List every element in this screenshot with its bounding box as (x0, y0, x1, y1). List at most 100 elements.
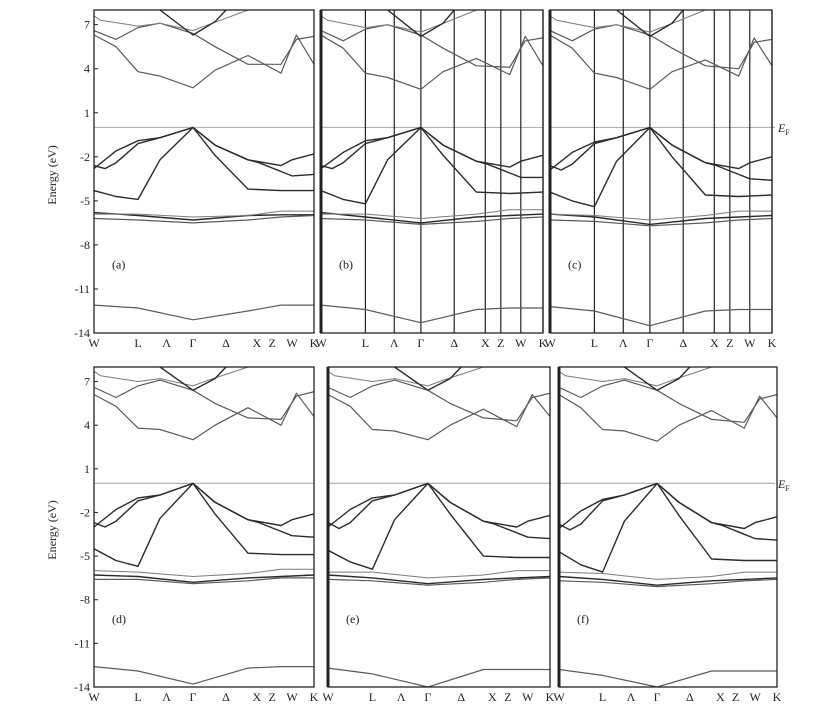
band-line (94, 392, 314, 441)
band-line (94, 214, 314, 224)
band-line (623, 367, 691, 391)
x-tick-label: W (322, 690, 334, 704)
x-tick-label: Δ (686, 690, 694, 704)
x-tick-label: Γ (654, 690, 661, 704)
x-tick-label: Z (504, 690, 511, 704)
x-tick-label: K (546, 690, 555, 704)
bands-group (94, 367, 314, 685)
band-line (550, 24, 772, 70)
fermi-label-top: EF (777, 121, 790, 137)
band-line (321, 209, 543, 219)
band-line (321, 216, 543, 225)
band-line (550, 10, 772, 33)
band-line (328, 570, 550, 579)
fermi-label-bottom: EF (777, 477, 790, 493)
x-tick-label: W (88, 336, 100, 350)
x-tick-label: L (362, 336, 369, 350)
y-axis-label-bottom: Energy (eV) (45, 500, 59, 559)
y-tick-label: 7 (84, 375, 90, 389)
panel-c: W L Λ Γ Δ X Z W K(c) (544, 9, 777, 350)
x-tick-label: Λ (390, 336, 399, 350)
bands-group (559, 367, 777, 687)
y-tick-label: -5 (80, 549, 90, 563)
x-tick-label: L (369, 690, 376, 704)
x-tick-label: Λ (627, 690, 636, 704)
band-line (559, 668, 777, 687)
panel-frame (93, 9, 315, 334)
y-axis-label-top: Energy (eV) (45, 145, 59, 204)
band-line (328, 577, 550, 586)
x-tick-label: Γ (190, 690, 197, 704)
band-line (559, 482, 777, 531)
band-line (328, 574, 550, 585)
band-line (94, 666, 314, 685)
band-line (321, 34, 543, 90)
x-tick-label: Γ (424, 690, 431, 704)
fermi-label-symbol: E (777, 121, 786, 135)
y-tick-label: 1 (84, 106, 90, 120)
bands-group (328, 367, 550, 687)
band-line (94, 34, 314, 89)
y-tick-label: -11 (74, 282, 90, 296)
band-line (559, 367, 777, 387)
bands-group (550, 10, 772, 327)
band-line (94, 10, 314, 32)
x-tick-label: W (744, 336, 756, 350)
x-tick-label: K (310, 336, 319, 350)
x-tick-label: Z (269, 336, 276, 350)
band-line (321, 10, 543, 33)
band-line (94, 568, 314, 577)
band-line (94, 482, 314, 528)
x-tick-label: L (134, 336, 141, 350)
x-tick-label: W (522, 690, 534, 704)
bands-group (321, 10, 543, 324)
x-tick-label: Γ (190, 336, 197, 350)
bands-group (94, 10, 314, 321)
fermi-label-symbol: E (777, 477, 786, 491)
y-tick-label: 1 (84, 462, 90, 476)
x-tick-label: Λ (619, 336, 628, 350)
band-line (550, 126, 772, 208)
band-line (94, 211, 314, 221)
x-tick-label: Δ (222, 336, 230, 350)
band-line (94, 210, 314, 218)
y-tick-label: -8 (80, 238, 90, 252)
panel-label: (b) (339, 257, 353, 271)
fermi-label-subscript: F (785, 484, 790, 493)
x-tick-label: W (286, 690, 298, 704)
panel-label: (a) (112, 257, 125, 271)
panel-frame (549, 9, 773, 334)
x-tick-label: X (252, 336, 261, 350)
band-line (94, 577, 314, 585)
band-line (328, 394, 550, 441)
x-tick-label: K (773, 690, 782, 704)
band-line (328, 482, 550, 530)
band-line (94, 574, 314, 583)
x-tick-label: X (716, 690, 725, 704)
panel-label: (d) (112, 612, 126, 626)
band-line (559, 575, 777, 586)
band-line (550, 213, 772, 226)
band-line (559, 571, 777, 580)
x-tick-label: W (750, 690, 762, 704)
x-tick-label: W (544, 336, 556, 350)
y-tick-label: -8 (80, 593, 90, 607)
band-line (321, 24, 543, 68)
x-tick-label: X (488, 690, 497, 704)
x-tick-label: L (599, 690, 606, 704)
x-tick-label: L (591, 336, 598, 350)
panel-label: (c) (568, 257, 581, 271)
band-line (550, 126, 772, 171)
x-tick-label: X (252, 690, 261, 704)
band-line (387, 10, 455, 38)
band-line (559, 578, 777, 588)
x-tick-label: Γ (417, 336, 424, 350)
x-tick-label: Z (732, 690, 739, 704)
band-line (321, 304, 543, 324)
band-line (559, 394, 777, 442)
x-tick-label: Δ (450, 336, 458, 350)
x-tick-label: X (710, 336, 719, 350)
band-line (328, 667, 550, 687)
y-tick-label: -5 (80, 194, 90, 208)
band-line (159, 10, 227, 36)
